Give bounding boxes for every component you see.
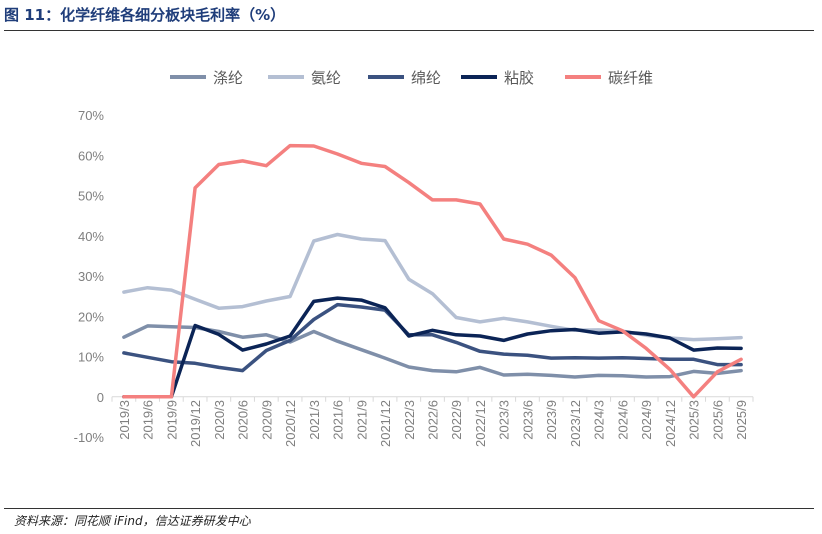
title-rule: [4, 30, 814, 31]
source-rule: [4, 508, 814, 509]
x-tick-label: 2021/3: [307, 400, 322, 440]
x-tick-label: 2023/12: [568, 400, 583, 447]
legend-label: 碳纤维: [608, 69, 653, 87]
y-tick-label: 30%: [78, 269, 104, 284]
legend: 涤纶 氨纶 绵纶 粘胶 碳纤维: [170, 69, 653, 87]
x-tick-label: 2023/3: [497, 400, 512, 440]
x-tick-label: 2024/6: [615, 400, 630, 440]
source-note: 资料来源：同花顺 iFind，信达证券研发中心: [14, 514, 251, 528]
x-tick-label: 2024/3: [592, 400, 607, 440]
series-line-碳纤维: [122, 143, 743, 399]
x-tick-label: 2025/6: [710, 400, 725, 440]
x-axis: 2019/3 2019/6 2019/9 2019/12 2020/3 2020/6 202…: [111, 396, 754, 447]
series-lines: [122, 143, 743, 399]
x-tick-label: 2022/3: [402, 400, 417, 440]
series-line-绵纶: [122, 302, 743, 373]
x-tick-label: 2020/6: [236, 400, 251, 440]
x-tick-label: 2021/9: [354, 400, 369, 440]
x-tick-label: 2021/6: [331, 400, 346, 440]
legend-label: 氨纶: [311, 69, 341, 87]
y-axis: -10% 0 10% 20% 30% 40% 50% 60% 70%: [74, 108, 105, 445]
series-line-粘胶: [122, 296, 743, 399]
y-tick-label: 70%: [78, 108, 104, 123]
x-tick-label: 2023/6: [520, 400, 535, 440]
x-tick-label: 2020/12: [283, 400, 298, 447]
legend-label: 绵纶: [411, 69, 441, 87]
x-tick-label: 2020/3: [212, 400, 227, 440]
y-tick-label: 40%: [78, 229, 104, 244]
x-tick-label: 2019/12: [188, 400, 203, 447]
x-tick-label: 2022/6: [426, 400, 441, 440]
x-tick-label: 2024/12: [663, 400, 678, 447]
x-tick-label: 2025/3: [687, 400, 702, 440]
y-tick-label: 20%: [78, 309, 104, 324]
x-tick-label: 2025/9: [734, 400, 749, 440]
x-tick-label: 2019/3: [117, 400, 132, 440]
x-tick-label: 2023/9: [544, 400, 559, 440]
y-tick-label: 60%: [78, 148, 104, 163]
series-line-氨纶: [122, 232, 743, 342]
x-tick-label: 2024/9: [639, 400, 654, 440]
x-tick-label: 2022/12: [473, 400, 488, 447]
y-tick-label: 10%: [78, 350, 104, 365]
x-tick-label: 2020/9: [259, 400, 274, 440]
x-tick-label: 2022/9: [449, 400, 464, 440]
y-tick-label: -10%: [74, 430, 105, 445]
x-tick-label: 2021/12: [378, 400, 393, 447]
legend-label: 粘胶: [504, 69, 534, 87]
legend-label: 涤纶: [213, 69, 243, 87]
series-line-涤纶: [122, 324, 743, 379]
figure-title: 图 11：化学纤维各细分板块毛利率（%）: [4, 6, 286, 24]
x-tick-label: 2019/6: [141, 400, 156, 440]
y-tick-label: 0: [97, 390, 104, 405]
x-tick-label: 2019/9: [164, 400, 179, 440]
y-tick-label: 50%: [78, 189, 104, 204]
